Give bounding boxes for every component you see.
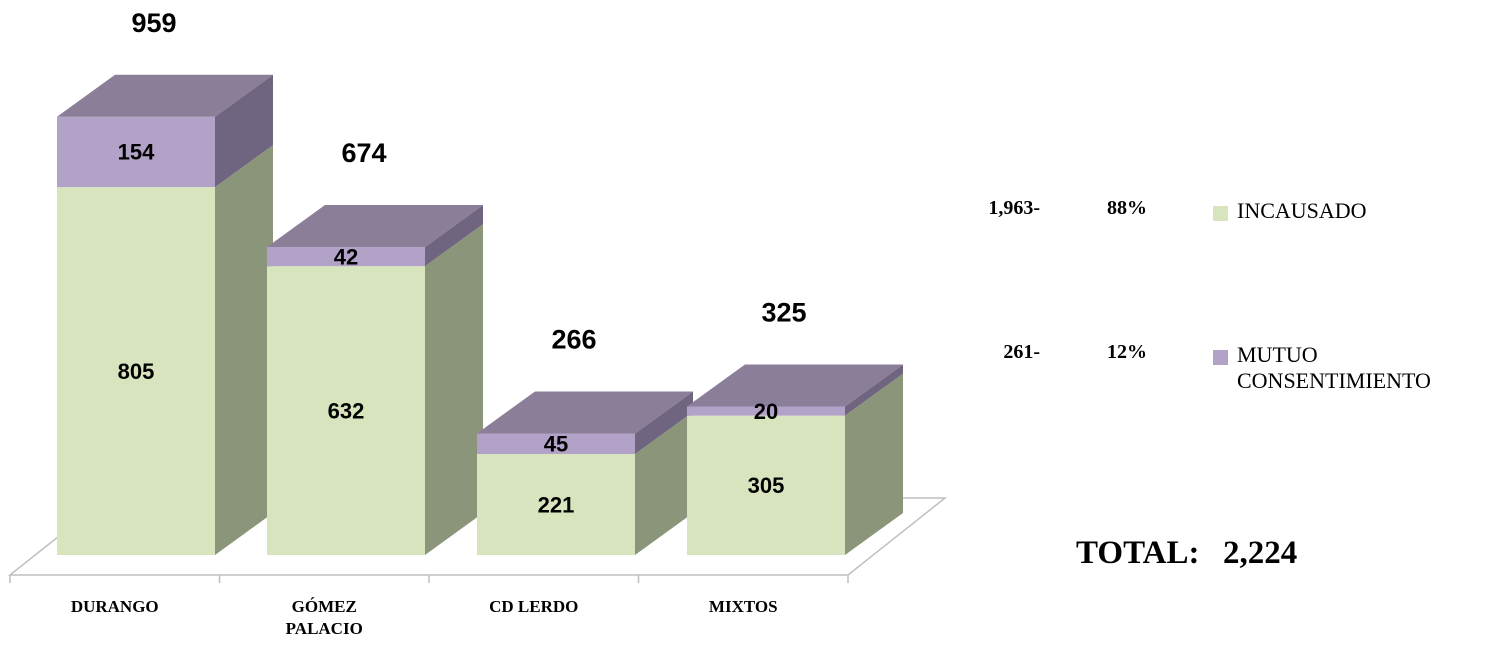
bar-segment <box>267 246 425 267</box>
segment-label: 20 <box>754 399 778 424</box>
segment-label: 305 <box>748 473 785 498</box>
bar-side <box>635 412 693 555</box>
x-tick-label: DURANGO <box>70 597 159 616</box>
total-label: 674 <box>341 138 386 168</box>
bar-side <box>635 391 693 455</box>
bar-side <box>845 364 903 416</box>
bar-side <box>215 145 273 556</box>
legend-swatch <box>1213 350 1228 365</box>
total-title: TOTAL: <box>1076 535 1200 571</box>
bar-top <box>687 364 903 407</box>
bar-side <box>425 224 483 555</box>
bar-top <box>477 391 693 434</box>
share-count: 1,963- <box>988 197 1040 219</box>
x-tick-label: GÓMEZ PALACIO <box>285 597 363 638</box>
bar-side <box>845 373 903 555</box>
legend-label: INCAUSADO <box>1237 198 1367 223</box>
bar-segment <box>687 415 845 555</box>
x-tick-label: MIXTOS <box>708 597 778 616</box>
segment-label: 154 <box>118 140 155 165</box>
total-label: 266 <box>551 325 596 355</box>
total-value: 2,224 <box>1223 535 1298 571</box>
bar-side <box>425 204 483 267</box>
share-count: 261- <box>1003 341 1040 363</box>
segment-label: 221 <box>538 492 575 517</box>
segment-label: 45 <box>544 432 568 457</box>
bar-segment <box>477 433 635 455</box>
total-label: 959 <box>131 8 176 38</box>
segment-label: 632 <box>328 398 365 423</box>
bar-top <box>267 204 483 247</box>
bar-top <box>57 74 273 117</box>
legend-swatch <box>1213 206 1228 221</box>
share-percent: 88% <box>1107 197 1147 219</box>
bar-segment <box>57 116 215 188</box>
x-tick-label: CD LERDO <box>489 597 579 616</box>
bar-segment <box>267 266 425 555</box>
segment-label: 805 <box>118 359 155 384</box>
bar-segment <box>57 187 215 556</box>
legend-label: MUTUO CONSENTIMIENTO <box>1237 342 1431 393</box>
segment-label: 42 <box>334 244 358 269</box>
bar-side <box>215 74 273 188</box>
total-label: 325 <box>761 298 806 328</box>
bar-segment <box>477 454 635 555</box>
bar-segment <box>687 406 845 416</box>
share-percent: 12% <box>1107 341 1147 363</box>
